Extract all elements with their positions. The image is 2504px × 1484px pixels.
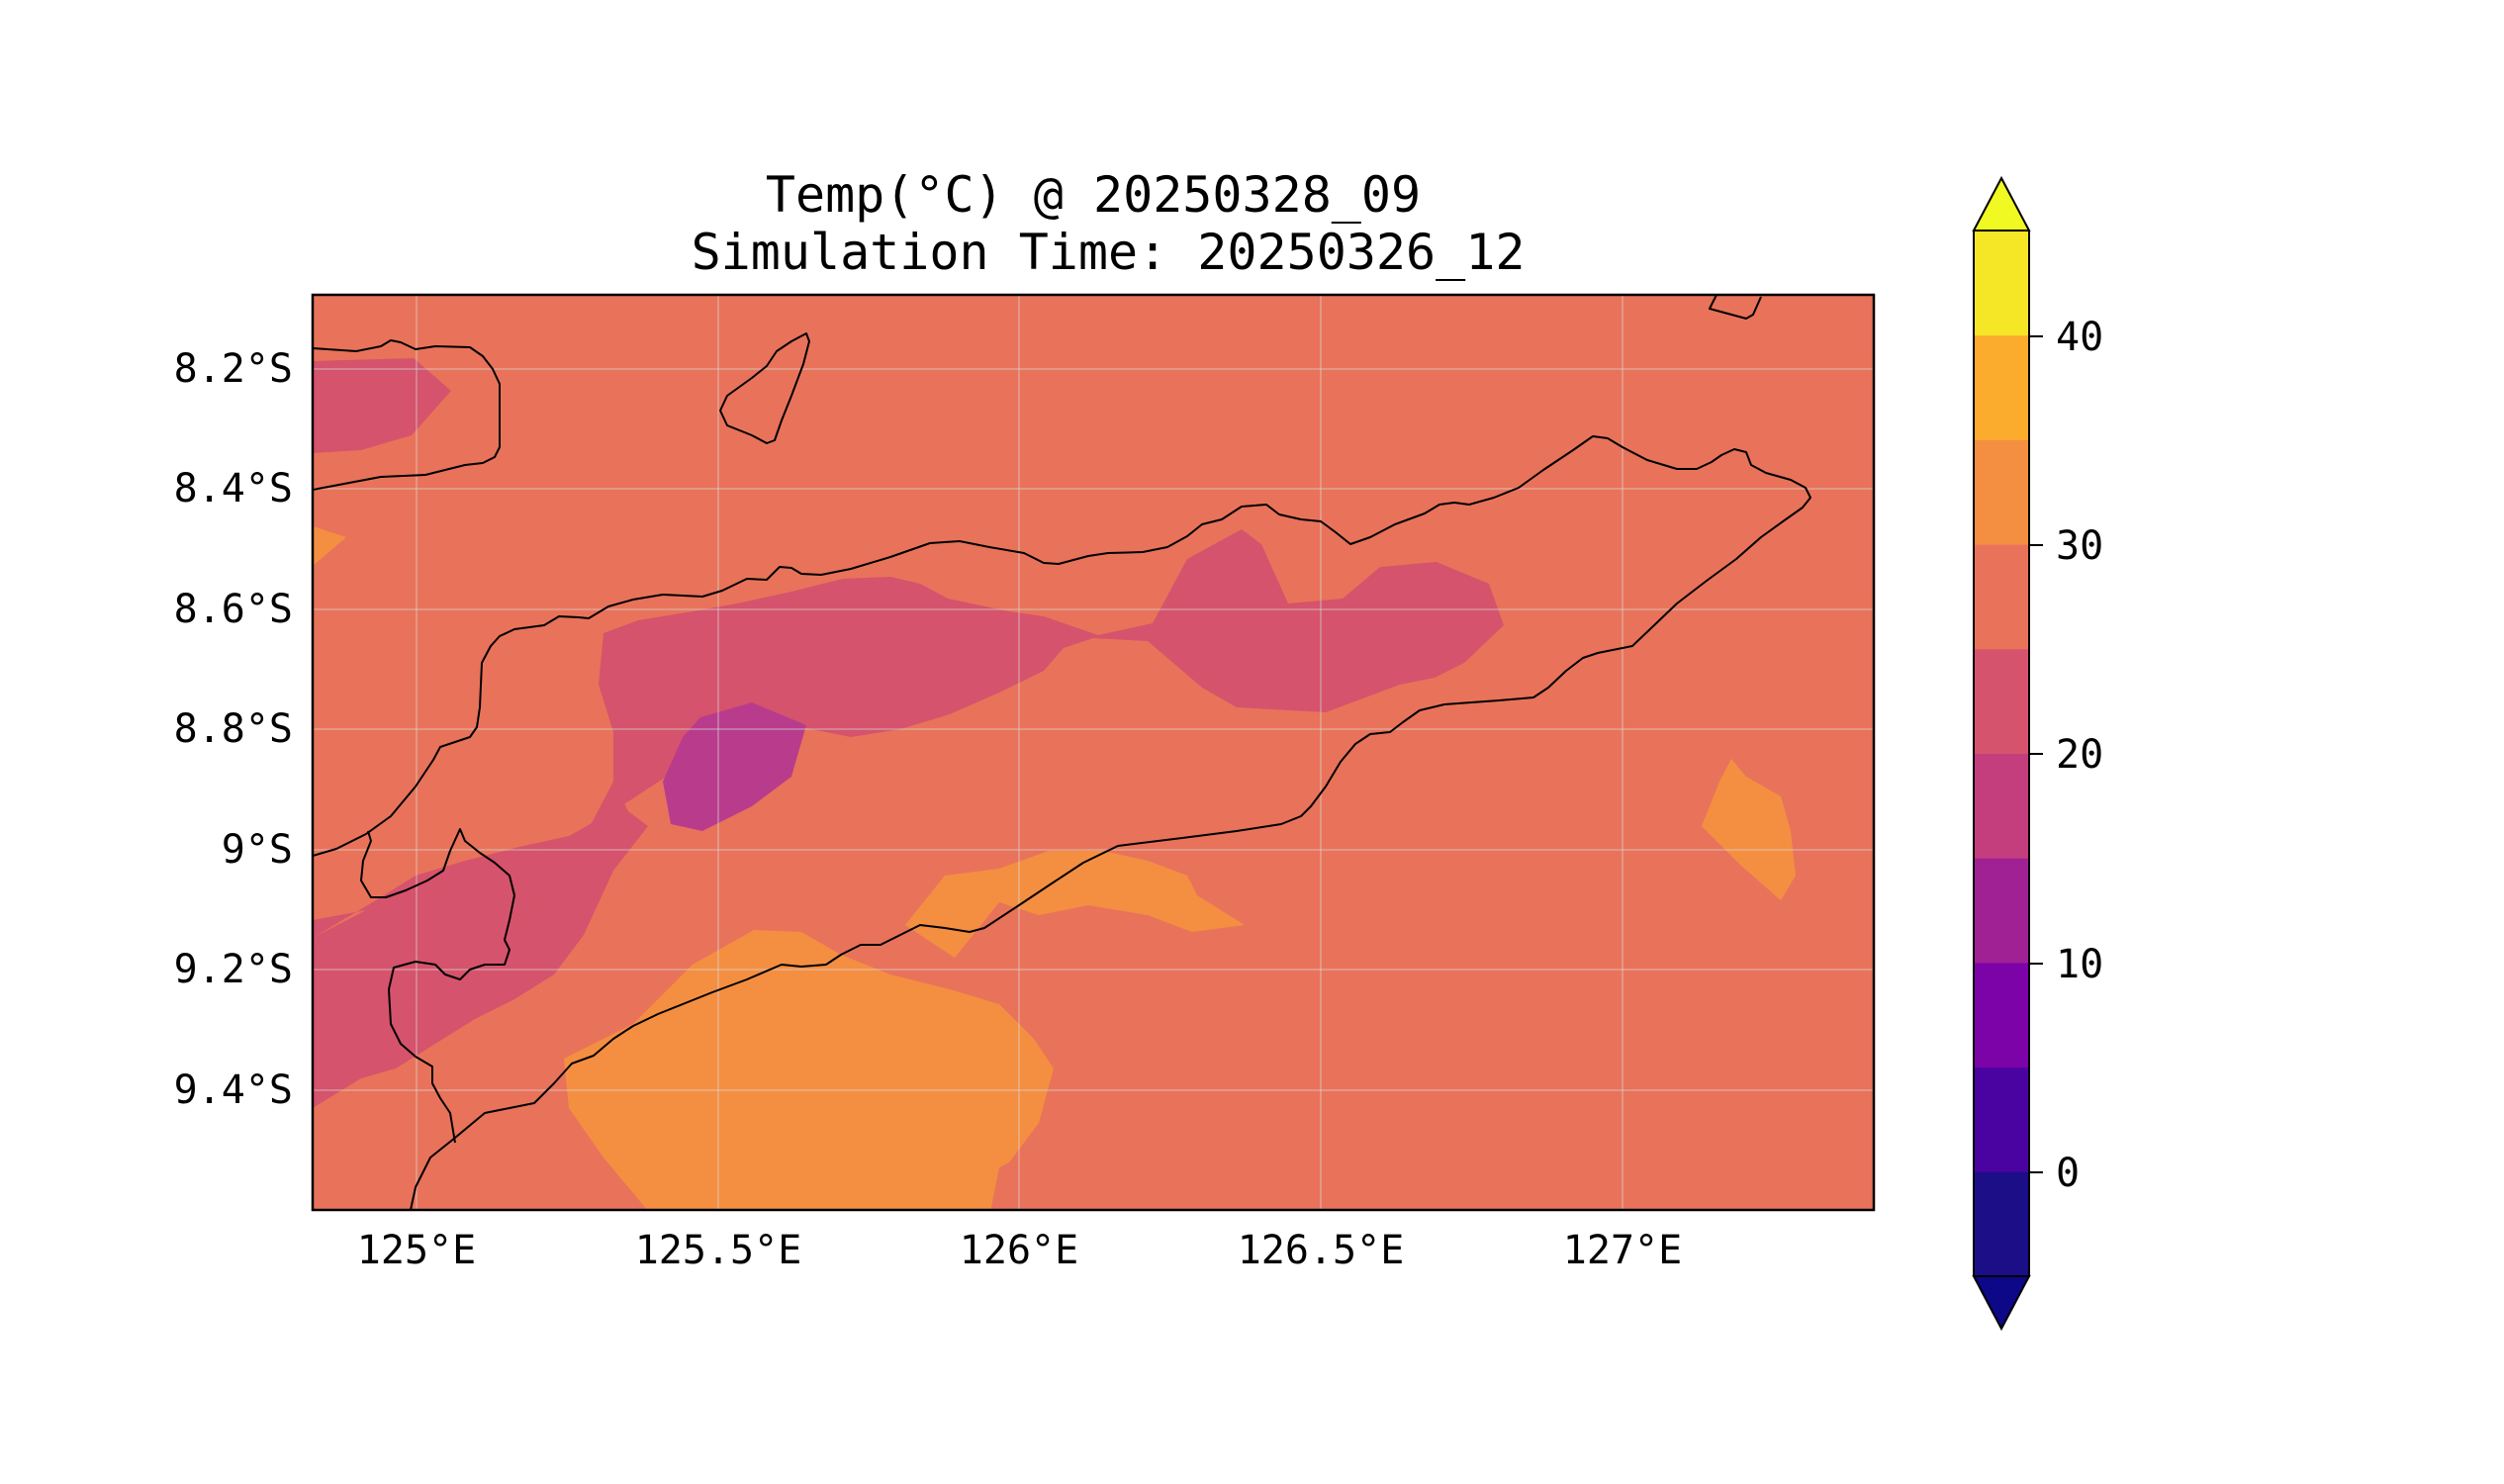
lat-tick-label: 8.4°S <box>174 466 293 511</box>
lon-tick-label: 125.5°E <box>635 1228 802 1273</box>
colorbar-segments <box>1974 231 2029 1277</box>
colorbar-segment <box>1974 1067 2029 1172</box>
warm-region-south <box>564 930 1054 1210</box>
map-subtitle: Simulation Time: 20250326_12 <box>692 224 1526 281</box>
warm-region-east <box>1702 759 1796 900</box>
lat-tick-label: 8.6°S <box>174 587 293 632</box>
map-frame <box>311 293 1876 1212</box>
cool-band-central <box>313 529 1504 938</box>
coastline-flores-east <box>313 339 501 491</box>
colorbar-segment <box>1974 334 2029 440</box>
coastline-timor-north <box>313 435 1811 1210</box>
colorbar-segment <box>1974 753 2029 859</box>
colorbar-tick-label: 30 <box>2056 523 2103 569</box>
colorbar-segment <box>1974 231 2029 336</box>
colorbar-segment <box>1974 962 2029 1068</box>
coolest-spot <box>663 702 806 831</box>
colorbar-segment <box>1974 544 2029 650</box>
colorbar-tick-marks <box>2029 335 2043 1173</box>
warm-region-strait <box>905 851 1245 958</box>
longitude-axis: 125°E 125.5°E 126°E 126.5°E 127°E <box>357 1228 1682 1273</box>
colorbar-tick-label: 0 <box>2056 1151 2080 1196</box>
colorbar-extend-min <box>1972 1275 2031 1332</box>
colorbar-tick-label: 20 <box>2056 732 2103 778</box>
latitude-axis: 8.2°S 8.4°S 8.6°S 8.8°S 9°S 9.2°S 9.4°S <box>174 346 293 1113</box>
coastlines <box>313 295 1811 1210</box>
coastline-timor-west <box>360 828 515 1144</box>
warm-region-west-edge <box>313 526 346 566</box>
lon-tick-label: 126.5°E <box>1238 1228 1405 1273</box>
cool-band-north-west <box>313 358 451 453</box>
colorbar-tick-label: 10 <box>2056 942 2103 987</box>
lat-tick-label: 8.2°S <box>174 346 293 392</box>
lat-tick-label: 9.4°S <box>174 1067 293 1113</box>
colorbar-segment <box>1974 858 2029 964</box>
lon-tick-label: 126°E <box>960 1228 1078 1273</box>
colorbar-segment <box>1974 439 2029 545</box>
lat-tick-label: 9.2°S <box>174 947 293 992</box>
coastline-northeast-island <box>1709 295 1762 320</box>
graticule <box>313 295 1874 1210</box>
lon-tick-label: 125°E <box>357 1228 476 1273</box>
colorbar-extend-max <box>1972 175 2031 232</box>
lat-tick-label: 9°S <box>222 827 293 873</box>
temperature-field-base <box>313 295 1874 1210</box>
colorbar: 40 30 20 10 0 <box>1972 175 2103 1332</box>
colorbar-segment <box>1974 648 2029 754</box>
map-title: Temp(°C) @ 20250328_09 <box>766 166 1421 224</box>
colorbar-tick-label: 40 <box>2056 315 2103 360</box>
colorbar-segment <box>1974 1171 2029 1277</box>
map-panel <box>313 295 1874 1210</box>
coastline-small-island <box>719 332 810 444</box>
lon-tick-label: 127°E <box>1563 1228 1682 1273</box>
lat-tick-label: 8.8°S <box>174 706 293 752</box>
